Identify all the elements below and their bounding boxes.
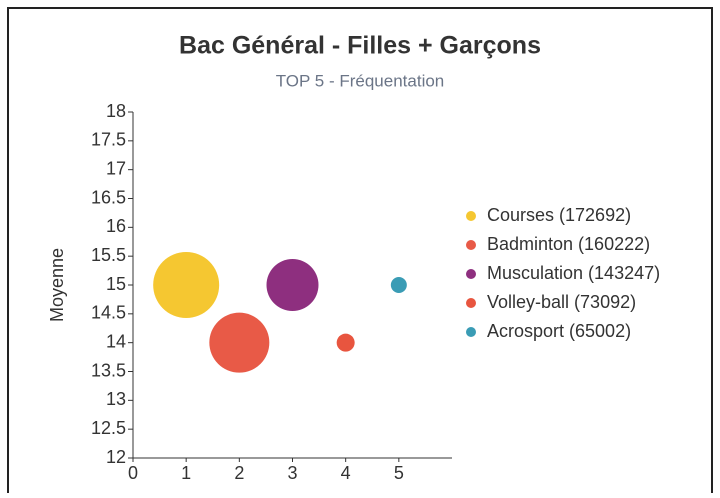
y-tick-label: 18 [106, 101, 126, 121]
legend-label: Volley-ball (73092) [487, 292, 636, 312]
y-tick-label: 14.5 [91, 303, 126, 323]
y-tick-label: 16.5 [91, 187, 126, 207]
frame [7, 7, 713, 498]
legend-marker [466, 269, 476, 279]
x-tick-label: 2 [234, 463, 244, 483]
y-tick-label: 13 [106, 389, 126, 409]
y-tick-label: 14 [106, 331, 126, 351]
bubble [153, 252, 220, 318]
y-tick-label: 13.5 [91, 360, 126, 380]
y-tick-label: 17 [106, 158, 126, 178]
legend-marker [466, 211, 476, 221]
y-axis-label: Moyenne [47, 248, 67, 322]
bubble [209, 312, 270, 373]
bubble [390, 277, 407, 293]
x-tick-label: 5 [394, 463, 404, 483]
chart-title: Bac Général - Filles + Garçons [179, 32, 541, 60]
legend-marker [466, 327, 476, 337]
chart-subtitle: TOP 5 - Fréquentation [276, 71, 445, 90]
y-tick-label: 15 [106, 274, 126, 294]
y-tick-label: 17.5 [91, 130, 126, 150]
x-tick-label: 3 [287, 463, 297, 483]
y-tick-label: 12 [106, 447, 126, 467]
legend-marker [466, 298, 476, 308]
legend-label: Courses (172692) [487, 205, 631, 225]
legend-label: Badminton (160222) [487, 234, 650, 254]
y-tick-label: 12.5 [91, 418, 126, 438]
bubble [266, 259, 319, 311]
x-tick-label: 0 [128, 463, 138, 483]
y-tick-label: 15.5 [91, 245, 126, 265]
legend-marker [466, 240, 476, 250]
bubble [336, 333, 355, 352]
x-tick-label: 1 [181, 463, 191, 483]
legend-label: Musculation (143247) [487, 263, 660, 283]
x-tick-label: 4 [341, 463, 351, 483]
legend-label: Acrosport (65002) [487, 321, 631, 341]
y-tick-label: 16 [106, 216, 126, 236]
